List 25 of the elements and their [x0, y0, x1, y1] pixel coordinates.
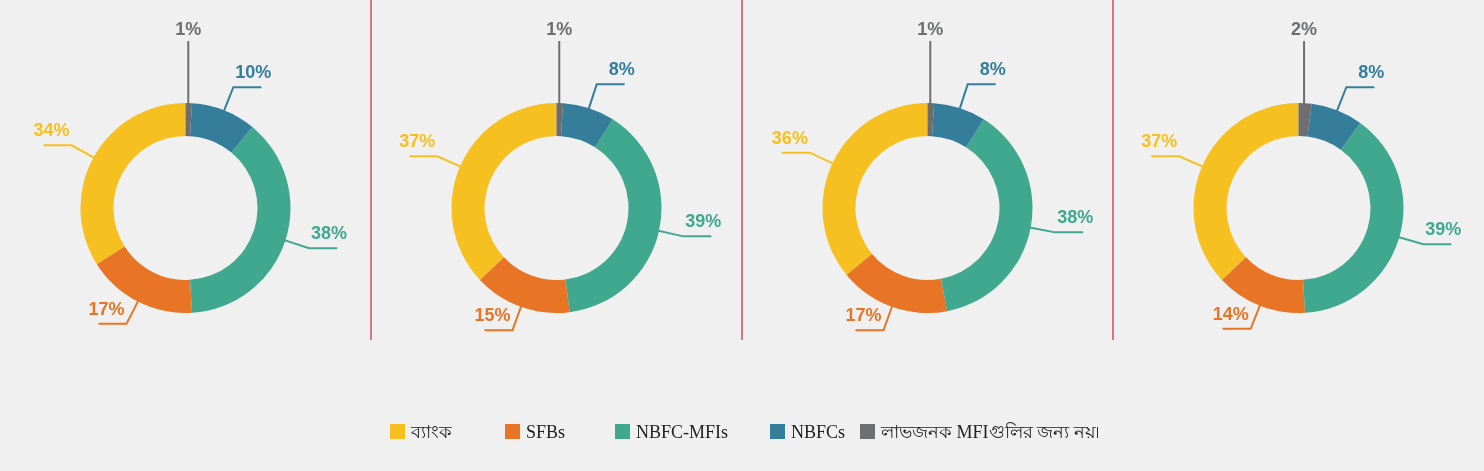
data-label: 15% [474, 305, 511, 326]
data-label: 36% [771, 127, 808, 148]
data-label: 1% [917, 19, 944, 39]
data-label: 17% [845, 305, 882, 326]
data-label: 10% [235, 62, 272, 83]
legend-label: ব্যাংক [410, 422, 452, 442]
legend-label: SFBs [526, 422, 566, 442]
data-label: 39% [685, 211, 722, 232]
data-label: 17% [88, 298, 125, 319]
data-label: 38% [1057, 207, 1094, 228]
legend-label: NBFC-MFIs [636, 422, 729, 442]
data-label: 14% [1212, 303, 1249, 324]
data-label: 2% [1291, 19, 1318, 39]
data-label: 1% [546, 19, 573, 39]
data-label: 39% [1425, 219, 1462, 240]
data-label: 37% [1141, 131, 1178, 152]
legend-label: লাভজনক MFIগুলির জন্য নয়৷ [880, 422, 1099, 442]
data-label: 34% [33, 120, 70, 141]
data-label: 8% [979, 59, 1006, 80]
data-label: 1% [175, 19, 202, 39]
data-label: 8% [1358, 62, 1385, 83]
legend-label: NBFCs [791, 422, 846, 442]
data-label: 38% [311, 223, 348, 244]
data-label: 37% [399, 131, 436, 152]
data-label: 8% [608, 59, 635, 80]
